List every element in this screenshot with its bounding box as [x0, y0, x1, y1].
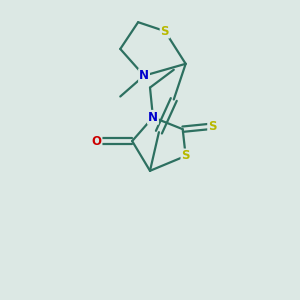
Text: N: N	[139, 69, 149, 82]
Text: O: O	[92, 135, 101, 148]
Text: N: N	[148, 111, 158, 124]
Text: S: S	[160, 25, 169, 38]
Text: S: S	[182, 149, 190, 162]
Text: S: S	[208, 120, 217, 133]
